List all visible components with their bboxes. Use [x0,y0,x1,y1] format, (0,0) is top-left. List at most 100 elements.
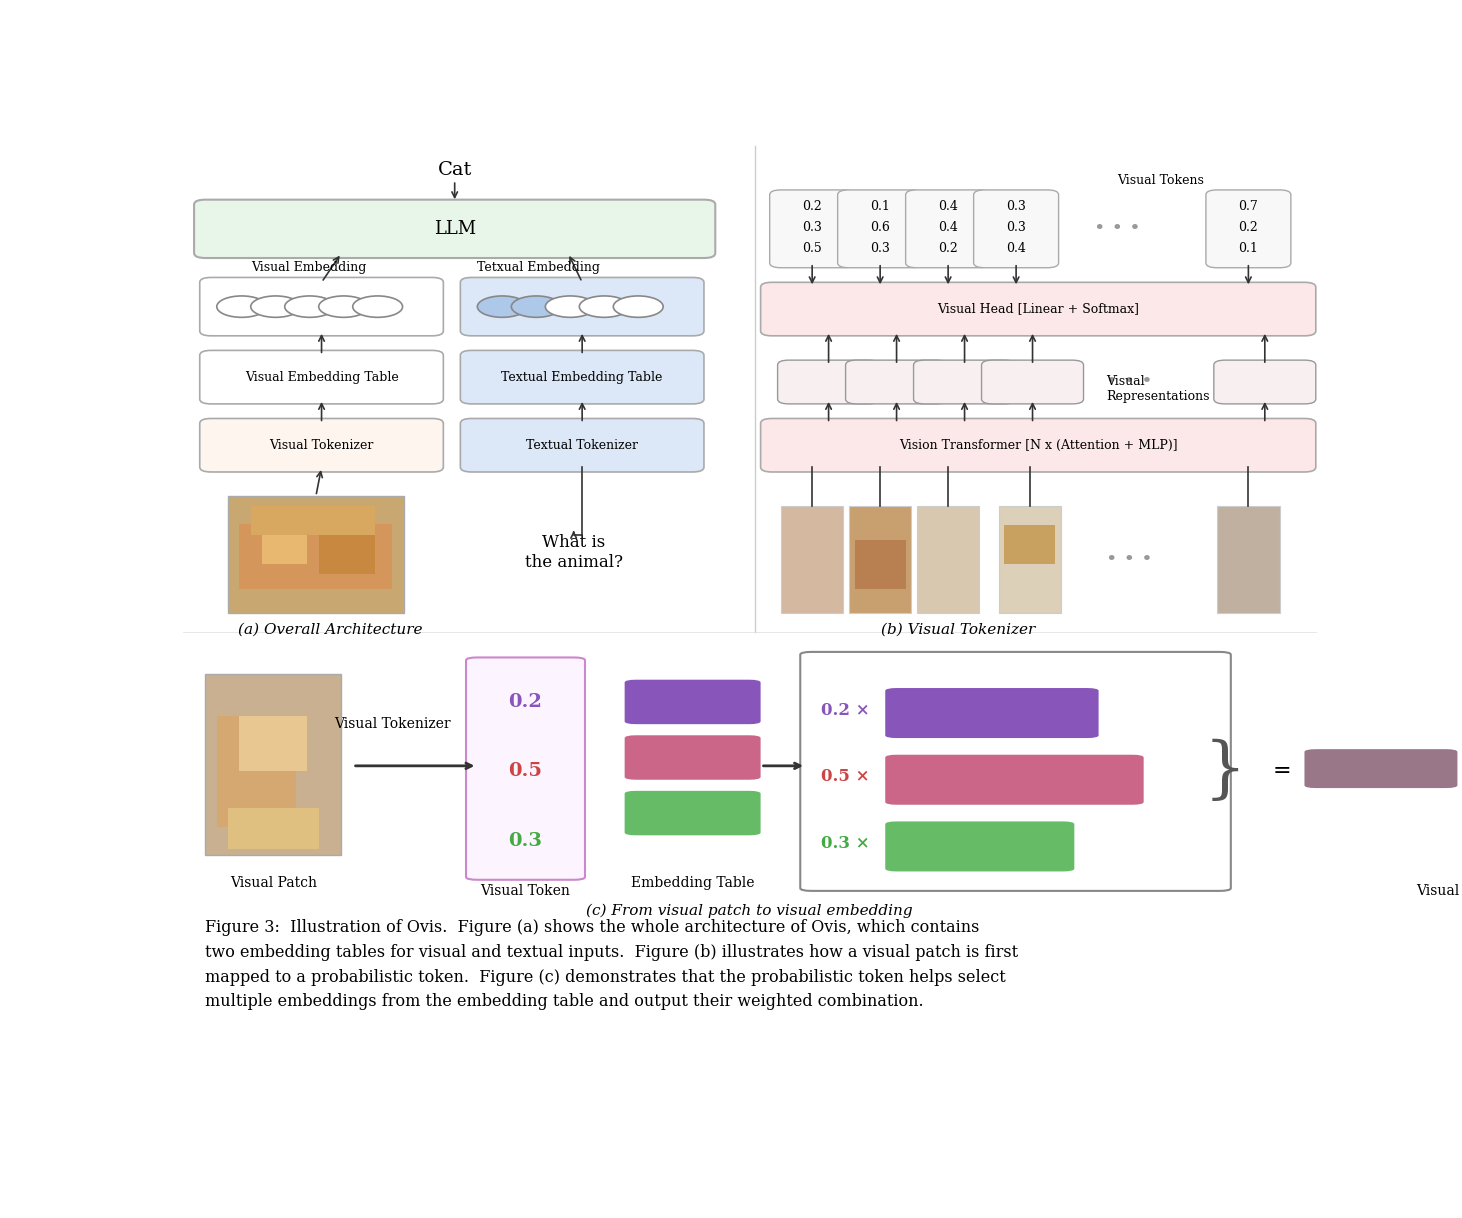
Text: Visual Tokens: Visual Tokens [1117,174,1205,186]
FancyBboxPatch shape [194,200,715,258]
Text: }: } [1203,739,1247,804]
Bar [999,505,1061,613]
FancyBboxPatch shape [1213,361,1316,404]
Text: Visual Embedding Table: Visual Embedding Table [244,370,399,384]
FancyBboxPatch shape [200,278,443,336]
Text: • • •: • • • [1105,551,1152,569]
Text: 0.5: 0.5 [509,762,542,781]
Text: • • •: • • • [1094,219,1140,238]
Text: Embedding Table: Embedding Table [632,876,754,889]
Bar [849,505,911,613]
Bar [240,525,392,588]
Circle shape [545,296,595,318]
Text: Visual Tokenizer: Visual Tokenizer [333,717,450,731]
FancyBboxPatch shape [200,419,443,473]
Circle shape [512,296,561,318]
Text: =: = [1272,760,1291,782]
FancyBboxPatch shape [769,190,855,268]
Text: Visual Head [Linear + Softmax]: Visual Head [Linear + Softmax] [937,302,1139,315]
Bar [205,674,341,855]
Text: Visual
Representations: Visual Representations [1107,375,1209,403]
Text: 0.1: 0.1 [870,201,890,213]
Bar [228,808,319,849]
Text: Visual Token: Visual Token [481,884,570,898]
Text: Cat: Cat [437,162,472,179]
Text: Vision Transformer [N x (Attention + MLP)]: Vision Transformer [N x (Attention + MLP… [899,438,1177,452]
FancyBboxPatch shape [461,278,705,336]
FancyBboxPatch shape [624,736,760,780]
Text: LLM: LLM [434,219,475,238]
Text: (a) Overall Architecture: (a) Overall Architecture [238,624,423,637]
Circle shape [216,296,266,318]
Circle shape [579,296,629,318]
Circle shape [352,296,402,318]
Bar [228,496,404,613]
FancyBboxPatch shape [914,361,1016,404]
Bar [240,716,307,771]
FancyBboxPatch shape [981,361,1083,404]
Text: 0.2: 0.2 [1238,222,1259,234]
FancyBboxPatch shape [1304,749,1458,788]
Text: Visual Embedding: Visual Embedding [1415,884,1462,898]
Bar [262,535,307,564]
Text: What is
the animal?: What is the animal? [525,533,623,570]
Text: Visual Patch: Visual Patch [230,876,317,889]
Text: • • •: • • • [1105,373,1152,391]
Bar [917,505,980,613]
Text: 0.5 ×: 0.5 × [820,769,868,786]
Text: 0.4: 0.4 [1006,242,1026,256]
Text: Visual Tokenizer: Visual Tokenizer [269,438,374,452]
FancyBboxPatch shape [466,658,585,879]
Text: 0.3: 0.3 [803,222,822,234]
Text: 0.3: 0.3 [1006,222,1026,234]
Text: 0.4: 0.4 [939,222,958,234]
FancyBboxPatch shape [885,755,1143,805]
Bar [855,540,905,588]
FancyBboxPatch shape [624,790,760,836]
Text: (c) From visual patch to visual embedding: (c) From visual patch to visual embeddin… [586,903,912,917]
FancyBboxPatch shape [778,361,880,404]
FancyBboxPatch shape [624,680,760,725]
Text: Textual Tokenizer: Textual Tokenizer [526,438,637,452]
Bar [1218,505,1279,613]
Bar [319,535,376,574]
Text: Visual Embedding: Visual Embedding [251,261,366,274]
FancyBboxPatch shape [974,190,1058,268]
Circle shape [319,296,368,318]
Text: 0.3 ×: 0.3 × [820,836,870,853]
FancyBboxPatch shape [461,351,705,404]
Text: 0.7: 0.7 [1238,201,1259,213]
FancyBboxPatch shape [905,190,991,268]
Text: 0.3: 0.3 [1006,201,1026,213]
FancyBboxPatch shape [760,419,1316,473]
Text: 0.6: 0.6 [870,222,890,234]
Circle shape [614,296,664,318]
Circle shape [285,296,335,318]
FancyBboxPatch shape [845,361,947,404]
Text: 0.4: 0.4 [939,201,958,213]
Text: Figure 3:  Illustration of Ovis.  Figure (a) shows the whole architecture of Ovi: Figure 3: Illustration of Ovis. Figure (… [205,920,1019,1011]
Text: 0.3: 0.3 [509,832,542,850]
FancyBboxPatch shape [838,190,923,268]
Text: (b) Visual Tokenizer: (b) Visual Tokenizer [882,624,1035,637]
FancyBboxPatch shape [760,283,1316,336]
Bar [216,716,295,827]
Bar [1004,525,1056,564]
FancyBboxPatch shape [200,351,443,404]
Text: 0.2: 0.2 [803,201,822,213]
Text: 0.3: 0.3 [870,242,890,256]
Text: Tetxual Embedding: Tetxual Embedding [477,261,601,274]
Text: 0.2: 0.2 [509,693,542,711]
Text: 0.1: 0.1 [1238,242,1259,256]
Circle shape [477,296,528,318]
FancyBboxPatch shape [885,688,1098,738]
FancyBboxPatch shape [800,652,1231,890]
FancyBboxPatch shape [1206,190,1291,268]
FancyBboxPatch shape [461,419,705,473]
Bar [781,505,844,613]
Bar [251,505,376,535]
Circle shape [251,296,301,318]
Text: 0.2 ×: 0.2 × [820,702,870,719]
Text: Textual Embedding Table: Textual Embedding Table [501,370,662,384]
FancyBboxPatch shape [885,821,1075,871]
